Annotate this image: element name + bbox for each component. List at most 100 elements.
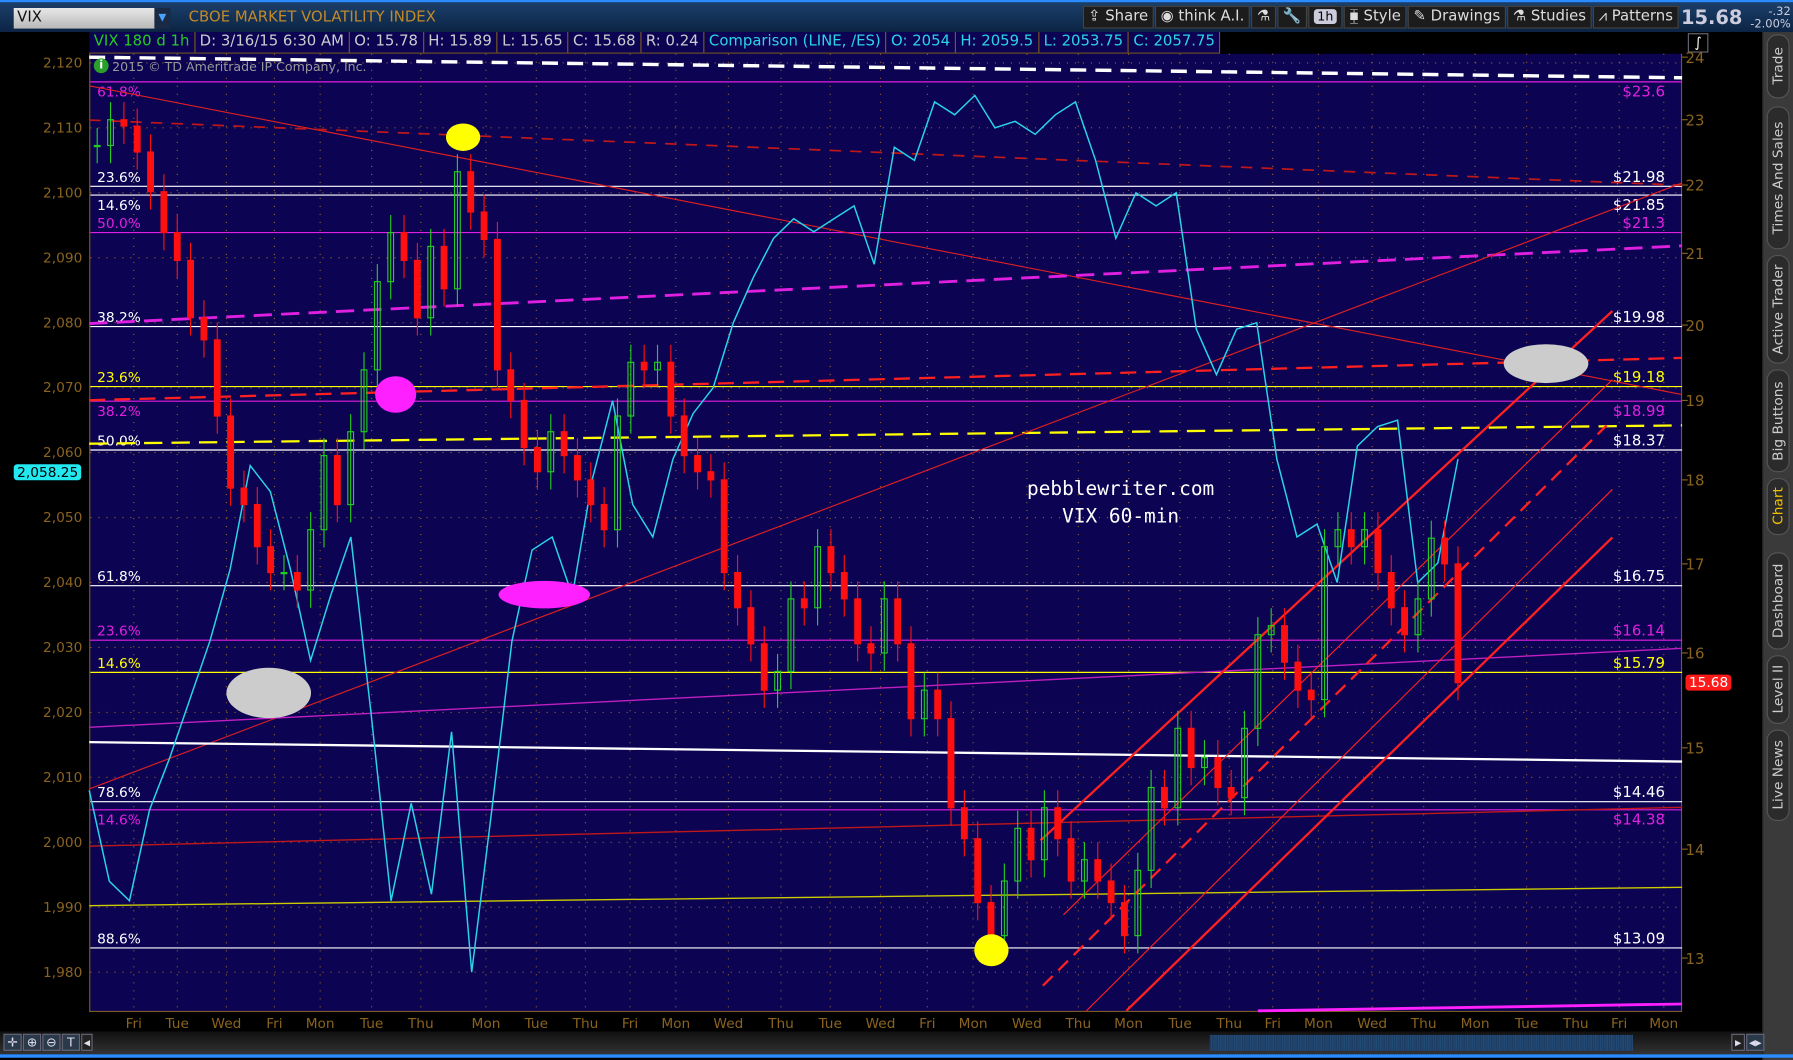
bar-low: L: 15.65	[498, 32, 569, 53]
sidebar-tab-times-and-sales[interactable]: Times And Sales	[1766, 106, 1790, 250]
candle-up	[320, 455, 328, 531]
share-button[interactable]: ⇪ Share	[1082, 5, 1154, 29]
chart-toolbar: ⇪ Share ◉ think A.I. ⚗ 🔧 1h ⧯ Style ✎ Dr…	[1082, 5, 1679, 29]
candle-up	[307, 529, 315, 591]
comparison-label[interactable]: Comparison (LINE, /ES)	[704, 32, 887, 53]
trend-line	[1063, 379, 1613, 916]
left-axis-tick: 2,040	[43, 575, 82, 591]
candle-down	[800, 598, 808, 609]
x-tick-label: Tue	[524, 1016, 548, 1032]
comparison-open: O: 2054	[886, 32, 956, 53]
sidebar-tab-chart[interactable]: Chart	[1766, 477, 1790, 536]
scroll-left-icon[interactable]: ◂	[81, 1033, 93, 1051]
candle-down	[867, 643, 875, 654]
ai-icon: ◉	[1160, 8, 1179, 26]
candle-down	[467, 171, 475, 213]
fib-level-price: $18.99	[1613, 402, 1665, 420]
left-axis-tick: 2,070	[43, 380, 82, 396]
scale-toggle-icon[interactable]: ∫	[1687, 33, 1709, 53]
highlight-ellipse	[375, 376, 417, 413]
candle-down	[240, 487, 248, 506]
candle-up	[427, 245, 435, 319]
candle-down	[1187, 727, 1195, 769]
x-tick-label: Tue	[817, 1016, 841, 1032]
symbol-dropdown-icon[interactable]: ▼	[154, 8, 171, 29]
trend-line	[89, 806, 1683, 847]
highlight-ellipse	[974, 934, 1009, 967]
zoom-out-icon[interactable]: ⊖	[42, 1033, 61, 1051]
fib-level-price: $18.37	[1613, 431, 1665, 449]
candle-down	[120, 119, 128, 127]
copyright: 2015 © TD Ameritrade IP Company, Inc.	[112, 59, 367, 75]
candle-down	[1121, 902, 1128, 937]
candle-up	[1361, 529, 1369, 548]
candle-up	[1080, 859, 1088, 882]
fit-chart-icon[interactable]: ◂▸	[1746, 1033, 1765, 1051]
right-axis-tick: 17	[1686, 556, 1705, 574]
bar-close: C: 15.68	[568, 32, 642, 53]
candle-down	[947, 718, 955, 809]
sidebar-tab-trade[interactable]: Trade	[1766, 34, 1790, 99]
drawings-button[interactable]: ✎ Drawings	[1407, 5, 1506, 29]
flip-button[interactable]: ⚗	[1251, 5, 1276, 29]
right-axis-tick: 18	[1686, 472, 1705, 490]
zoom-in-icon[interactable]: ⊕	[22, 1033, 42, 1051]
symbol-input[interactable]: VIX	[13, 8, 157, 29]
candle-down	[493, 238, 501, 371]
text-tool-icon[interactable]: T	[61, 1033, 81, 1051]
candle-icon: ⧯	[1349, 8, 1364, 26]
sidebar-tab-dashboard[interactable]: Dashboard	[1766, 552, 1790, 650]
candle-up	[93, 144, 101, 148]
fib-level-percent: 23.6%	[97, 170, 141, 186]
trend-line	[89, 356, 1683, 402]
patterns-button[interactable]: ⩘ Patterns	[1592, 5, 1679, 29]
candle-down	[1454, 563, 1462, 684]
studies-button[interactable]: ⚗ Studies	[1507, 5, 1592, 29]
x-tick-label: Tue	[165, 1016, 189, 1032]
fib-level-price: $14.38	[1613, 811, 1665, 829]
sidebar-tab-live-news[interactable]: Live News	[1766, 729, 1790, 822]
sidebar-tab-active-trader[interactable]: Active Trader	[1766, 255, 1790, 364]
study-label[interactable]: VIX 180 d 1h	[89, 32, 196, 53]
candle-down	[640, 361, 648, 371]
flask-icon: ⚗	[1512, 8, 1531, 26]
info-icon[interactable]: i	[93, 58, 109, 74]
candle-up	[360, 369, 368, 433]
sidebar-tab-big-buttons[interactable]: Big Buttons	[1766, 369, 1790, 473]
left-axis-tick: 1,980	[43, 965, 82, 981]
candle-down	[1374, 529, 1382, 574]
candle-up	[787, 598, 795, 673]
trend-line	[89, 55, 1683, 80]
candle-down	[1294, 661, 1302, 691]
candle-up	[614, 415, 621, 531]
time-scrollbar[interactable]	[1209, 1034, 1633, 1051]
left-axis-tick: 2,030	[43, 640, 82, 656]
candle-up	[347, 431, 355, 506]
style-button[interactable]: ⧯ Style	[1343, 5, 1407, 29]
pencil-icon: ✎	[1413, 8, 1431, 26]
candle-down	[1347, 529, 1355, 548]
candle-down	[1161, 786, 1168, 809]
scroll-right-icon[interactable]: ▸	[1731, 1033, 1745, 1051]
chart-plot-area[interactable]	[89, 53, 1683, 1012]
left-axis-tick: 1,990	[43, 900, 82, 916]
crosshair-icon[interactable]: ✛	[3, 1033, 22, 1051]
x-tick-label: Fri	[622, 1016, 638, 1032]
candle-down	[587, 479, 595, 506]
x-tick-label: Fri	[919, 1016, 935, 1032]
trend-line	[1125, 536, 1614, 1012]
fib-level-price: $19.98	[1613, 308, 1665, 326]
trend-line	[1257, 1002, 1683, 1013]
sidebar-tab-level-ii[interactable]: Level II	[1766, 655, 1790, 724]
candle-down	[1401, 607, 1409, 636]
think-ai-button[interactable]: ◉ think A.I.	[1154, 5, 1251, 29]
timeframe-button[interactable]: 1h	[1308, 5, 1343, 29]
bar-range: R: 0.24	[641, 32, 705, 53]
candle-up	[280, 571, 288, 575]
candle-down	[1214, 757, 1222, 789]
bar-date: D: 3/16/15 6:30 AM	[195, 32, 350, 53]
candle-down	[1387, 571, 1395, 609]
candle-down	[720, 479, 728, 574]
settings-button[interactable]: 🔧	[1277, 5, 1308, 29]
left-axis-tick: 2,090	[43, 250, 82, 266]
